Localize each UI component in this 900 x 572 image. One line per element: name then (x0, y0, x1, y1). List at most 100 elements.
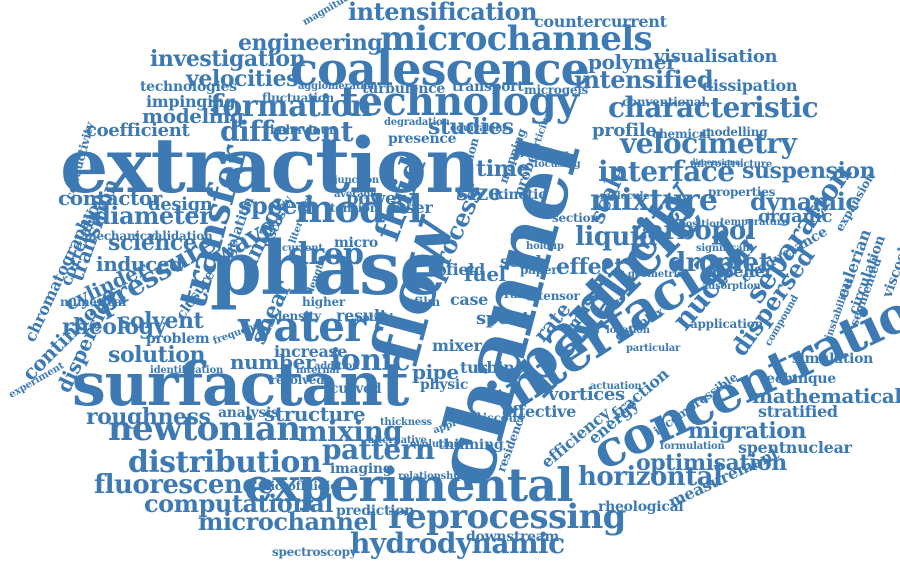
word-pipe: pipe (412, 360, 459, 384)
word-viscous: viscous (476, 411, 524, 425)
word-current: current (282, 243, 323, 254)
word-molecule: molecule (600, 191, 650, 202)
word-mechanical: mechanical (84, 229, 159, 243)
word-mixture: mixture (590, 183, 718, 218)
word-hydrodynamic: hydrodynamic (350, 527, 565, 560)
word-velocimetry: velocimetry (620, 127, 797, 160)
word-formation: formation (210, 89, 372, 124)
word-presence: presence (388, 131, 457, 147)
word-thinning: thinning (438, 437, 504, 453)
word-actuation: actuation (590, 381, 642, 392)
word-behaviour: behaviour (270, 123, 335, 137)
word-significant: significant (696, 243, 754, 254)
word-laser: laser (390, 198, 433, 217)
word-organic: organic (758, 206, 833, 227)
word-microgels: microgels (524, 83, 589, 97)
word-roughness: roughness (86, 404, 211, 430)
word-adsorption: adsorption (702, 281, 761, 292)
word-tension: tension (330, 201, 379, 215)
word-thickness: thickness (380, 417, 432, 428)
word-chemical: chemical (652, 127, 711, 141)
word-density: density (274, 309, 321, 323)
word-dimensional: dimensional (690, 157, 744, 167)
word-experimental: experimental (244, 458, 574, 512)
word-result: result (336, 306, 387, 325)
word-turbulence: turbulence (362, 81, 446, 97)
word-fuel: fuel (464, 262, 506, 286)
word-technologies: technologies (140, 79, 237, 95)
word-polymer: polymer (588, 50, 677, 74)
word-turbine: turbine (460, 358, 525, 377)
word-intensification: intensification (348, 0, 538, 26)
word-film: film (414, 295, 441, 309)
word-mathematical: mathematical (752, 384, 900, 408)
word-addition: addition (314, 361, 360, 372)
word-distribution: distribution (128, 445, 322, 480)
word-problem: problem (146, 331, 210, 347)
word-carbopol: carbopol (632, 216, 756, 246)
word-coalescence: coalescence (290, 42, 590, 96)
word-microchannel: microchannel (198, 507, 377, 536)
word-pattern: pattern (322, 433, 435, 466)
word-microstructure: microstructure (690, 159, 773, 170)
word-countercurrent: countercurrent (534, 12, 667, 31)
word-effect: effect (556, 254, 624, 280)
word-rheological: rheological (598, 499, 684, 515)
word-velocities: velocities (186, 66, 299, 92)
word-water: water (238, 302, 366, 351)
word-drop: drop (288, 237, 364, 272)
word-vortices: vortices (548, 384, 625, 405)
word-impinging: impinging (146, 92, 236, 111)
word-solvent: solvent (118, 308, 204, 334)
word-reprocessing: reprocessing (388, 497, 626, 537)
word-contactor: contactor (58, 186, 162, 210)
word-particular: particular (626, 343, 681, 354)
word-kinetic: kinetic (494, 187, 547, 203)
word-prediction: prediction (336, 503, 415, 519)
word-liquid: liquid (575, 222, 657, 252)
word-migration: migration (688, 418, 807, 444)
word-suspension: suspension (742, 158, 876, 184)
word-location: location (606, 325, 650, 336)
word-numerical: numerical (60, 295, 127, 309)
word-newtonian: newtonian (108, 409, 301, 449)
word-reducing: reducing (520, 149, 569, 160)
word-temperature: temperature (720, 217, 788, 228)
word-paper: paper (520, 263, 558, 277)
word-spectroscopy: spectroscopy (272, 545, 357, 559)
word-visualisation: visualisation (654, 46, 778, 67)
word-dynamic: dynamic (750, 187, 860, 216)
word-stratified: stratified (758, 402, 838, 421)
word-characteristic: characteristic (608, 91, 819, 124)
word-alternative: alternative (368, 435, 427, 446)
word-studies: studies (428, 114, 514, 140)
word-mixer: mixer (432, 336, 482, 355)
word-field: field (446, 260, 485, 279)
word-induced: induced (96, 252, 183, 276)
word-droplet: droplet (668, 248, 771, 278)
word-fluctuation: fluctuation (262, 91, 334, 105)
word-higher: higher (302, 295, 345, 309)
word-effective: effective (502, 402, 576, 421)
word-technology: technology (340, 78, 579, 125)
word-application: application (690, 317, 763, 331)
word-optimisation: optimisation (636, 450, 787, 476)
word-equivalent: equivalent (450, 123, 507, 134)
word-relationship: relationship (398, 471, 464, 482)
word-fluorescence: fluorescence (94, 470, 274, 500)
word-network: network (510, 231, 555, 242)
word-interface: interface (598, 155, 735, 188)
word-degradation: degradation (384, 117, 450, 128)
word-coefficient: coefficient (86, 120, 190, 141)
word-different: different (220, 115, 353, 148)
word-microfluidic: microfluidic (258, 479, 338, 493)
word-tensor: tensor (538, 289, 580, 303)
word-increase: increase (274, 342, 348, 361)
word-deposition: deposition (666, 219, 723, 230)
word-phase: phase (210, 226, 446, 312)
word-modeling: modeling (142, 104, 244, 128)
word-optical: optical (356, 313, 394, 324)
word-micro: micro (334, 235, 378, 251)
word-diameter: diameter (94, 201, 212, 230)
word-engineering: engineering (238, 30, 383, 56)
